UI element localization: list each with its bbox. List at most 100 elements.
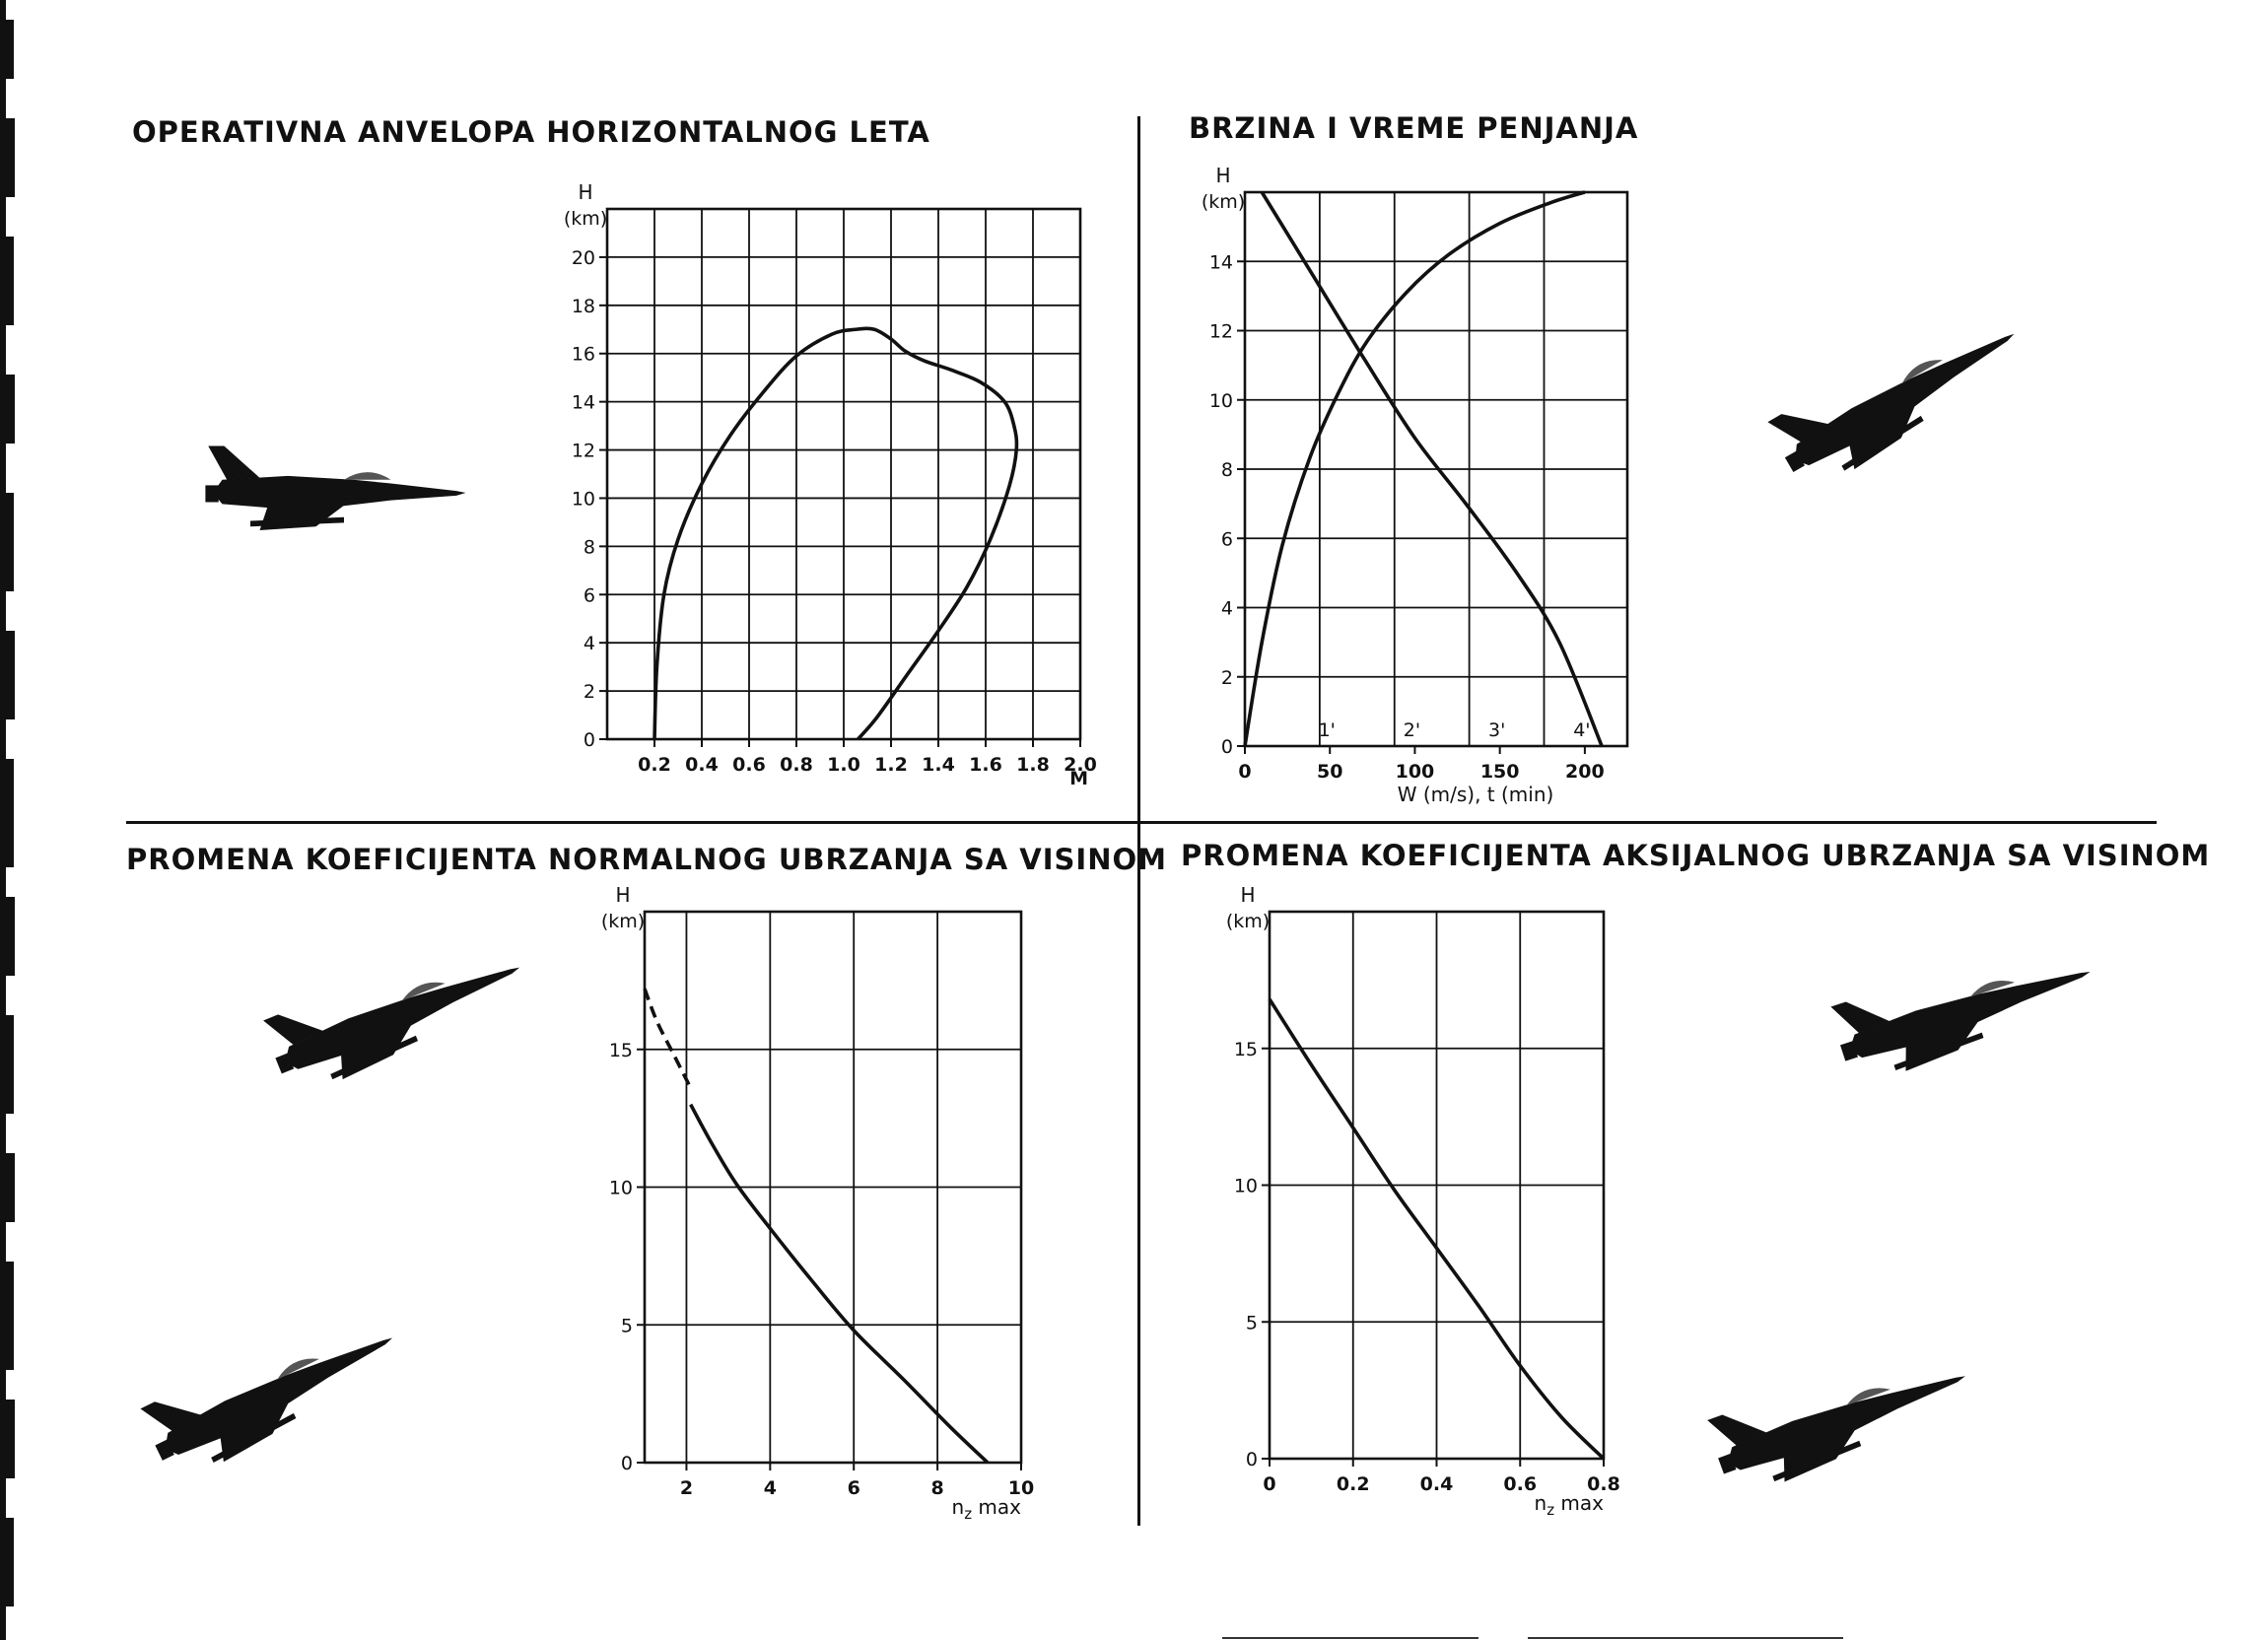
climb-series-line [1243,190,1586,747]
normal-title: PROMENA KOEFICIJENTA NORMALNOG UBRZANJA … [126,843,1167,876]
envelope-xtick-label: 0.2 [638,754,671,776]
envelope-xtick-label: 0.4 [685,754,719,776]
envelope-ytick-label: 14 [572,392,595,414]
climb-ytick-label: 0 [1221,736,1233,758]
normal-ytick-label: 10 [609,1178,633,1199]
climb-ylabel: H [1215,164,1230,187]
envelope-series-line [653,326,1019,741]
climb-ytick-label: 6 [1221,528,1233,550]
jet-fighter-icon [140,1337,393,1464]
jet-stores [1893,1032,1984,1071]
jet-stores [250,516,344,527]
binding-edge [0,0,15,1640]
footer-line [1528,1637,1843,1639]
envelope-ytick-label: 0 [584,729,595,751]
jet-canopy [277,1358,319,1380]
jet-fighter-icon [263,967,520,1080]
jet-stores [1841,415,1924,471]
normal-xtick-label: 8 [930,1477,943,1499]
climb-title: BRZINA I VREME PENJANJA [1189,111,1639,145]
climb-xtick-label: 50 [1317,761,1342,783]
envelope-xtick-label: 1.0 [827,754,860,776]
jet-fighter-icon [1767,333,2015,473]
axial-xtick-label: 0.6 [1503,1473,1537,1495]
jet-nozzle [155,1439,174,1461]
jet-tail [263,1014,323,1046]
envelope-title: OPERATIVNA ANVELOPA HORIZONTALNOG LETA [132,115,930,149]
jet-tail [1767,414,1828,443]
axial-yunit: (km) [1226,911,1270,932]
footer-line [1222,1637,1478,1639]
envelope-ytick-label: 10 [572,488,595,510]
climb-xlabel: W (m/s), t (min) [1398,783,1554,806]
normal-xtick-label: 4 [764,1477,777,1499]
envelope-chart: 0 2 4 6 8 10 12 14 16 18 20 0.2 0.4 0.6 0.8 1.0 1.2 1.4 1.… [564,180,1097,789]
jet-fuselage [285,967,520,1069]
envelope-xtick-label: 1.2 [874,754,908,776]
jet-nozzle [275,1053,295,1074]
axial-series-line [1268,997,1606,1461]
jet-canopy [1901,360,1943,383]
envelope-ytick-label: 16 [572,344,595,366]
axial-ytick-label: 10 [1234,1176,1258,1197]
axial-xtick-label: 0.8 [1587,1473,1620,1495]
envelope-ytick-label: 12 [572,441,595,462]
jet-fuselage [165,1337,393,1456]
climb-ytick-label: 2 [1221,667,1233,689]
jet-canopy [1846,1388,1890,1406]
axial-xlabel: nz max [1535,1491,1605,1519]
jet-fighter-icon [1830,971,2091,1071]
jet-fighter-icon [1707,1376,1965,1482]
axial-ytick-label: 15 [1234,1039,1258,1060]
jet-stores [1772,1440,1862,1482]
envelope-ytick-label: 4 [584,633,595,654]
envelope-ylabel: H [578,180,592,204]
climb-time-tick-label: 4' [1573,719,1590,741]
jet-stores [211,1412,297,1464]
envelope-xlabel: M [1069,768,1088,789]
envelope-ytick-label: 8 [584,536,595,558]
jet-nozzle [1784,450,1805,473]
climb-time-tick-label: 3' [1488,719,1505,741]
normal-xtick-label: 6 [848,1477,860,1499]
normal-xtick-label: 2 [680,1477,693,1499]
envelope-ytick-label: 20 [572,247,595,269]
jet-nozzle [1718,1453,1737,1474]
normal-ylabel: H [615,883,630,907]
envelope-yunit: (km) [564,208,607,230]
climb-time-tick-label: 2' [1404,719,1420,741]
axial-xtick-label: 0.2 [1337,1473,1370,1495]
jet-canopy [1969,981,2016,997]
normal-ytick-label: 5 [621,1315,633,1336]
jet-fighter-icon [205,445,466,530]
axial-ytick-label: 5 [1246,1312,1258,1333]
axial-ytick-label: 0 [1246,1449,1258,1470]
envelope-xtick-label: 1.8 [1016,754,1050,776]
climb-xtick-label: 100 [1396,761,1435,783]
envelope-xtick-label: 0.8 [780,754,813,776]
climb-chart: 0 2 4 6 8 10 12 14 0 50 100 150 200 1' 2' 3' 4' H (km) W (m… [1202,164,1629,806]
climb-ytick-label: 8 [1221,459,1233,481]
jet-tail [208,445,260,480]
normal-series-line [643,988,693,1089]
normal-ytick-label: 15 [609,1040,633,1061]
jet-stores [330,1035,419,1080]
jet-tail [1830,1001,1890,1034]
axial-title: PROMENA KOEFICIJENTA AKSIJALNOG UBRZANJA… [1181,839,2211,872]
jet-fuselage [1849,971,2091,1059]
normal-chart: 0 5 10 15 2 4 6 8 10 H (km) nz max [601,883,1034,1523]
jet-nozzle [205,485,219,503]
axial-ylabel: H [1240,883,1255,907]
envelope-xtick-label: 1.4 [922,754,955,776]
jet-fuselage [1795,333,2015,466]
climb-time-tick-label: 1' [1319,719,1336,741]
envelope-ytick-label: 18 [572,296,595,317]
climb-ytick-label: 12 [1209,321,1233,343]
normal-series-line [689,1103,990,1465]
envelope-xtick-label: 0.6 [732,754,766,776]
climb-series-line [1260,191,1604,747]
axial-xtick-label: 0.4 [1420,1473,1454,1495]
climb-yunit: (km) [1202,191,1245,213]
envelope-ytick-label: 2 [584,681,595,703]
